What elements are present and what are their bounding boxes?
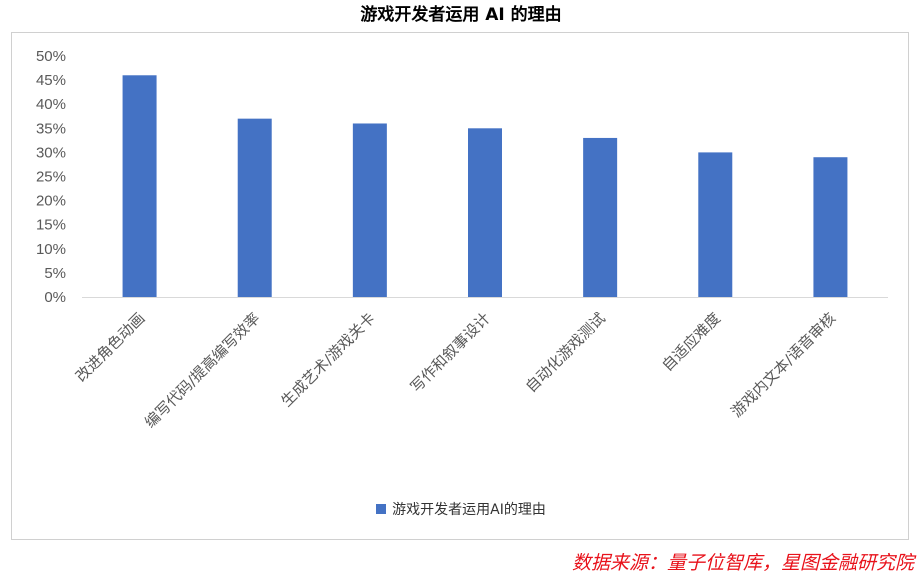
x-tick-label: 编写代码/提高编写效率 xyxy=(141,309,263,431)
y-tick-label: 30% xyxy=(36,144,66,161)
bar xyxy=(698,152,733,297)
chart-frame xyxy=(11,32,909,540)
y-tick-label: 40% xyxy=(36,96,66,113)
source-note: 数据来源：量子位智库，星图金融研究院 xyxy=(571,552,914,574)
y-tick-label: 20% xyxy=(36,193,66,210)
x-tick-label: 改进角色动画 xyxy=(72,309,148,385)
bar xyxy=(122,75,157,297)
x-tick-label: 自动化游戏测试 xyxy=(522,309,609,396)
y-tick-label: 5% xyxy=(44,265,66,282)
x-tick-label: 生成艺术/游戏关卡 xyxy=(278,309,379,410)
y-tick-label: 0% xyxy=(44,289,66,306)
y-tick-label: 45% xyxy=(36,72,66,89)
legend-swatch xyxy=(376,504,387,514)
y-tick-label: 35% xyxy=(36,120,66,137)
bar xyxy=(583,137,618,297)
y-tick-label: 15% xyxy=(36,217,66,234)
chart-title: 游戏开发者运用 AI 的理由 xyxy=(360,5,562,25)
chart-legend: 游戏开发者运用AI的理由 xyxy=(0,499,922,519)
y-tick-label: 10% xyxy=(36,241,66,258)
x-tick-label: 写作和叙事设计 xyxy=(407,309,494,396)
bar xyxy=(468,128,502,297)
y-tick-label: 25% xyxy=(36,169,66,186)
legend-label: 游戏开发者运用AI的理由 xyxy=(392,502,546,518)
bar xyxy=(237,118,272,297)
bar xyxy=(352,123,387,297)
y-tick-label: 50% xyxy=(36,48,66,65)
x-tick-label: 游戏内文本/语音审核 xyxy=(727,309,839,421)
x-tick-label: 自适应难度 xyxy=(658,309,724,375)
bar xyxy=(813,157,848,297)
